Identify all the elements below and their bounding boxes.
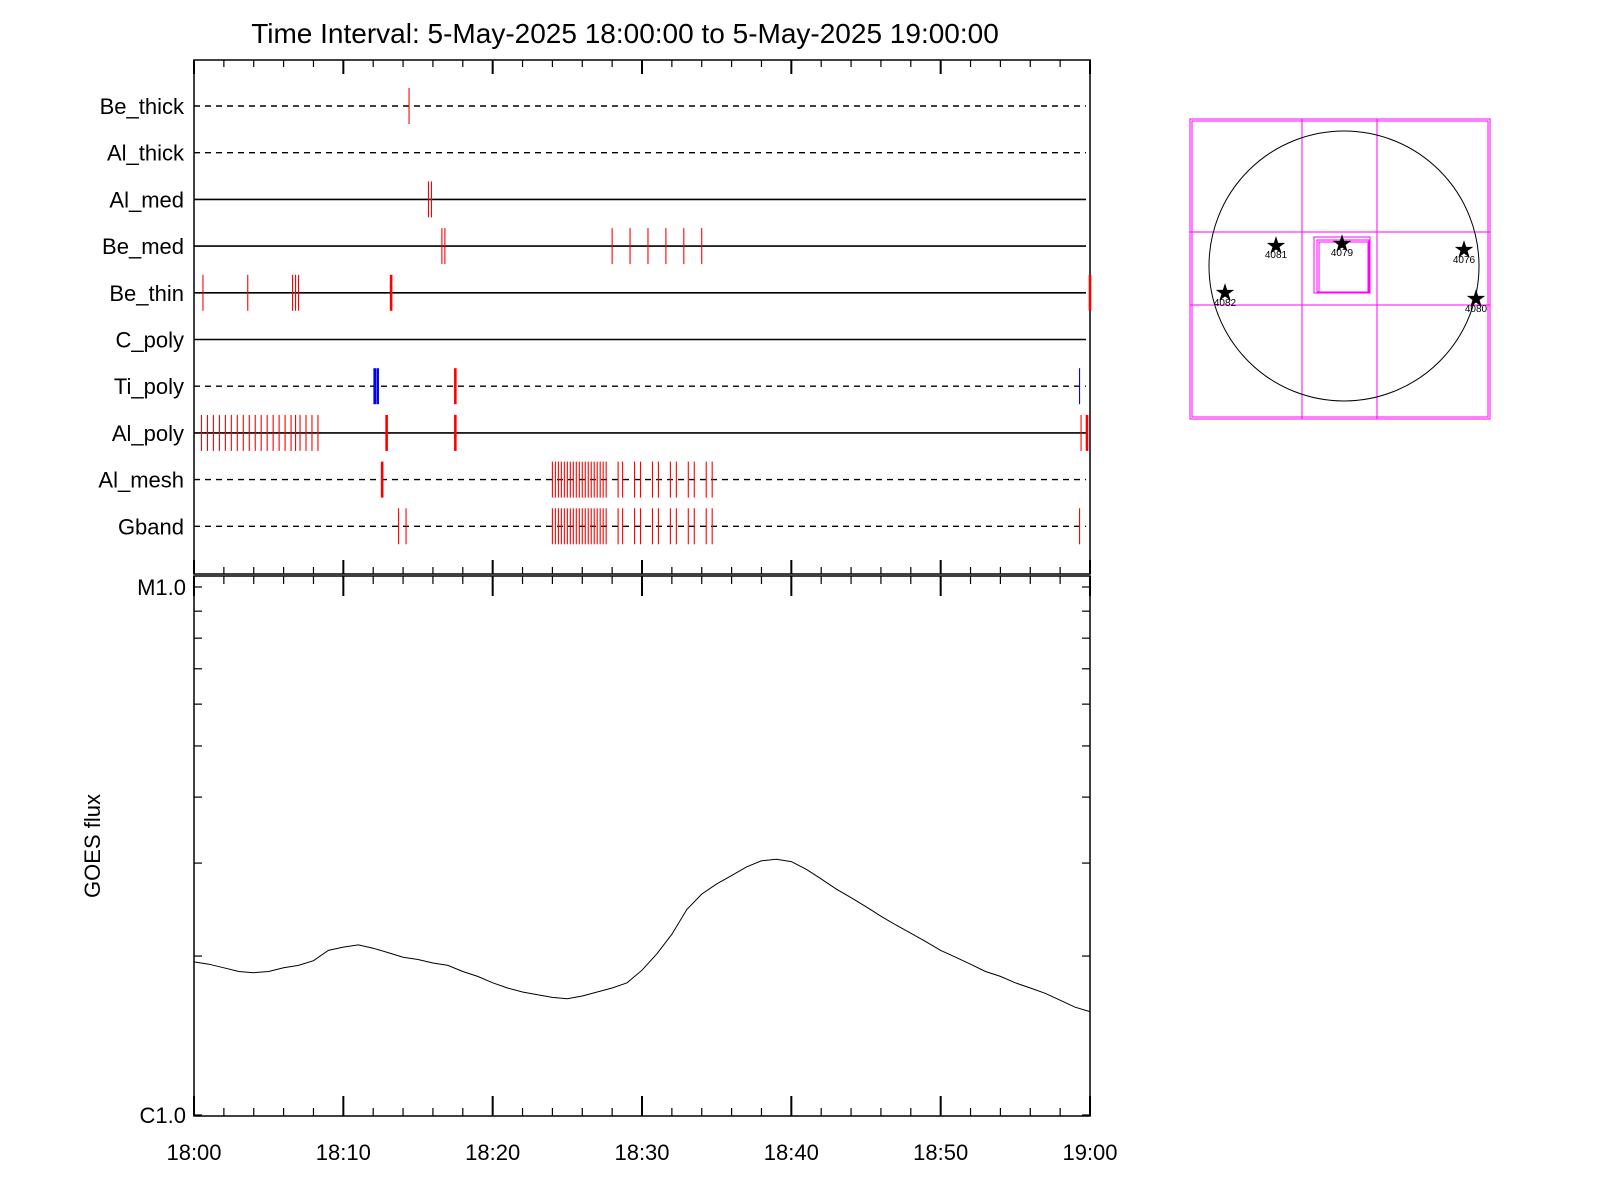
active-region-4076: ★ 4076 [1453, 236, 1476, 266]
x-tick-label: 18:40 [764, 1140, 819, 1165]
solar-disk [1208, 130, 1480, 402]
timeline-frame [193, 59, 1091, 575]
x-tick-label: 18:20 [465, 1140, 520, 1165]
goes-panel: M1.0C1.0 18:00 18:10 18:20 18:30 18:40 18:50 1… [80, 575, 1118, 1165]
timeline-row-ti-poly: Ti_poly [114, 368, 1086, 405]
timeline-row-label: Al_poly [112, 421, 184, 446]
solar-map: ★ 4081 ★ 4079 ★ 4076 ★ 4082 ★ 4080 [1189, 118, 1491, 420]
active-region-label: 4082 [1214, 298, 1237, 309]
timeline-row-c-poly: C_poly [116, 328, 1086, 353]
x-tick-label: 19:00 [1062, 1140, 1117, 1165]
solar-map-fov-box [1316, 239, 1370, 293]
timeline-panel: Be_thick Al_thick Al_med Be_med Be_thin C_pol… [98, 59, 1092, 575]
x-tick-label: 18:10 [316, 1140, 371, 1165]
solar-map-fov-box [1318, 241, 1369, 294]
timeline-row-label: Al_med [109, 187, 184, 212]
timeline-rows: Be_thick Al_thick Al_med Be_med Be_thin C_pol… [98, 88, 1092, 545]
timeline-x-ticks [193, 60, 1091, 574]
x-tick-label: 18:30 [614, 1140, 669, 1165]
timeline-row-al-poly: Al_poly [112, 414, 1089, 451]
timeline-row-be-med: Be_med [102, 228, 1086, 265]
active-region-label: 4076 [1453, 255, 1476, 266]
active-region-label: 4081 [1265, 250, 1288, 261]
goes-y-ticks: M1.0 C1.0 [137, 575, 1090, 1128]
timeline-row-label: Be_thick [100, 94, 185, 119]
solar-map-frame-outer [1189, 118, 1491, 420]
solar-map-frame-inner [1191, 120, 1489, 418]
star-icon: ★ [1265, 232, 1287, 259]
active-region-4080: ★ 4080 [1465, 285, 1488, 315]
goes-y-axis-label: GOES flux [80, 794, 105, 898]
timeline-row-al-mesh: Al_mesh [98, 461, 1086, 498]
active-region-4081: ★ 4081 [1265, 232, 1288, 261]
timeline-row-gband: Gband [118, 508, 1086, 545]
y-tick-label: M1.0 [137, 575, 186, 600]
active-region-label: 4080 [1465, 304, 1488, 315]
goes-flux-line [193, 858, 1091, 1013]
goes-x-ticks: 18:00 18:10 18:20 18:30 18:40 18:50 19:00 [166, 576, 1118, 1165]
timeline-row-al-thick: Al_thick [107, 141, 1086, 166]
active-region-4079: ★ 4079 [1331, 230, 1354, 259]
timeline-row-label: Be_med [102, 234, 184, 259]
timeline-row-label: Al_mesh [98, 468, 184, 493]
chart-title: Time Interval: 5-May-2025 18:00:00 to 5-… [251, 18, 999, 49]
timeline-row-label: Gband [118, 514, 184, 539]
star-icon: ★ [1214, 279, 1236, 306]
x-tick-label: 18:50 [913, 1140, 968, 1165]
active-region-4082: ★ 4082 [1214, 279, 1237, 309]
star-icon: ★ [1465, 285, 1487, 312]
timeline-row-label: Ti_poly [114, 374, 184, 399]
y-tick-label: C1.0 [140, 1103, 186, 1128]
timeline-row-be-thick: Be_thick [100, 88, 1086, 124]
timeline-row-label: Be_thin [109, 281, 184, 306]
timeline-row-be-thin: Be_thin [109, 274, 1092, 311]
timeline-row-label: Al_thick [107, 141, 185, 166]
star-icon: ★ [1453, 236, 1475, 263]
timeline-row-label: C_poly [116, 328, 184, 353]
x-tick-label: 18:00 [166, 1140, 221, 1165]
goes-frame [193, 575, 1091, 1117]
active-region-label: 4079 [1331, 248, 1354, 259]
star-icon: ★ [1331, 230, 1353, 257]
timeline-row-al-med: Al_med [109, 181, 1086, 218]
